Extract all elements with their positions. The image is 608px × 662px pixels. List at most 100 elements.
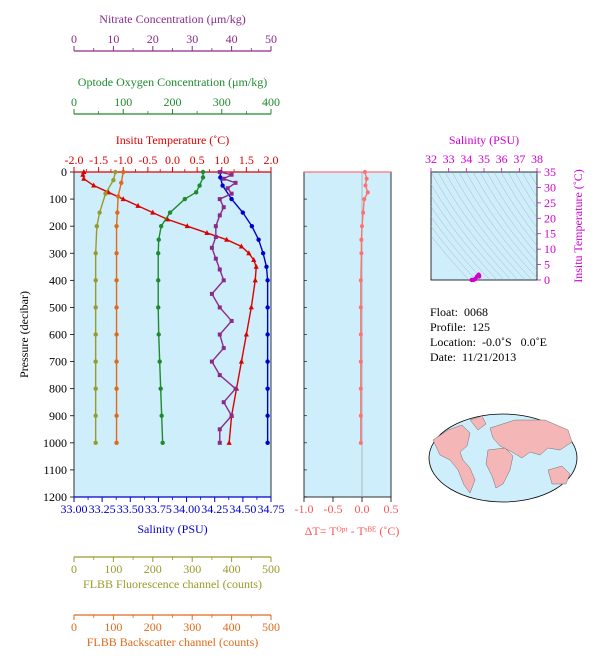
oxygen-point	[158, 386, 163, 391]
backscatter-tick-label: 0	[71, 620, 77, 634]
temperature-point	[81, 175, 87, 181]
temperature-tick-label: 0.0	[165, 153, 180, 167]
backscatter-tick-label: 200	[144, 620, 162, 634]
oxygen-point	[156, 305, 161, 310]
backscatter-point	[114, 332, 119, 337]
temperature-point	[226, 439, 232, 445]
density-contour	[500, 172, 537, 229]
backscatter-point	[114, 251, 119, 256]
fluorescence-tick-label: 500	[262, 562, 280, 576]
delta-point	[363, 183, 368, 188]
ts-temperature-tick-label: 25	[544, 196, 556, 210]
oxygen-point	[160, 440, 165, 446]
salinity-tick-label: 34.75	[258, 502, 285, 516]
delta-point	[359, 237, 364, 242]
ts-temperature-tick-label: 0	[544, 273, 550, 287]
map-land-africa	[485, 447, 514, 489]
nitrate-tick-label: 20	[147, 32, 159, 46]
oxygen-series-line	[157, 172, 204, 443]
fluorescence-point	[113, 169, 118, 175]
ts-plot-area	[430, 171, 538, 281]
salinity-point	[256, 237, 261, 242]
nitrate-point	[233, 386, 238, 391]
nitrate-point	[213, 224, 218, 229]
pressure-tick-label: 600	[49, 328, 67, 342]
nitrate-point	[217, 440, 222, 445]
temperature-point	[150, 209, 156, 215]
fluorescence-axis-title: FLBB Fluorescence channel (counts)	[83, 577, 262, 591]
backscatter-point	[119, 180, 124, 186]
nitrate-point	[217, 373, 222, 378]
nitrate-tick-label: 0	[71, 32, 77, 46]
salinity-tick-label: 33.25	[89, 502, 116, 516]
temperature-point	[252, 277, 258, 283]
delta-tick-label: 0.0	[355, 502, 370, 516]
delta-point	[361, 210, 366, 215]
oxygen-point	[156, 278, 161, 283]
main-plot-area	[73, 171, 272, 498]
density-contour	[431, 226, 477, 280]
nitrate-point	[217, 427, 222, 432]
density-contour	[431, 183, 505, 280]
pressure-tick-label: 300	[49, 246, 67, 260]
nitrate-point	[217, 305, 222, 310]
nitrate-point	[229, 172, 234, 177]
nitrate-tick-label: 50	[265, 32, 277, 46]
density-contour	[444, 172, 526, 280]
density-contour	[465, 172, 537, 271]
density-contour	[458, 172, 537, 279]
nitrate-point	[225, 186, 230, 191]
oxygen-axis-title: Optode Oxygen Concentration (μm/kg)	[78, 75, 267, 89]
fluorescence-tick-label: 0	[71, 562, 77, 576]
oxygen-tick-label: 200	[164, 95, 182, 109]
ts-point	[476, 274, 482, 279]
oxygen-tick-label: 100	[114, 95, 132, 109]
oxygen-point	[156, 251, 161, 256]
nitrate-point	[209, 291, 214, 296]
temperature-point	[248, 304, 254, 310]
backscatter-point	[114, 413, 119, 418]
nitrate-point	[221, 278, 226, 283]
fluorescence-tick-label: 400	[223, 562, 241, 576]
density-contour	[493, 172, 537, 238]
salinity-tick-label: 33.50	[117, 502, 144, 516]
delta-plot-area	[303, 171, 392, 498]
salinity-tick-label: 34.25	[201, 502, 228, 516]
fluorescence-point	[93, 386, 98, 391]
fluorescence-point	[93, 278, 98, 283]
ts-temperature-tick-label: 20	[544, 211, 556, 225]
pressure-tick-label: 0	[61, 165, 67, 179]
ts-salinity-tick-label: 33	[443, 152, 455, 166]
backscatter-point	[114, 305, 119, 310]
salinity-point	[265, 440, 270, 446]
ts-salinity-axis-title: Salinity (PSU)	[449, 133, 519, 147]
temperature-tick-label: -1.5	[89, 153, 108, 167]
temperature-point	[80, 171, 86, 177]
oxygen-point	[197, 183, 202, 188]
oxygen-tick-label: 0	[71, 95, 77, 109]
temperature-tick-label: -2.0	[65, 153, 84, 167]
density-contour	[521, 172, 537, 198]
date: Date: 11/21/2013	[430, 350, 517, 364]
backscatter-point	[114, 223, 119, 229]
temperature-point	[120, 196, 126, 202]
density-contour	[479, 172, 537, 255]
delta-point	[358, 440, 363, 445]
ts-temperature-tick-label: 30	[544, 180, 556, 194]
temperature-point	[238, 358, 245, 364]
density-contour	[431, 172, 512, 280]
density-contour	[451, 172, 533, 280]
pressure-tick-label: 500	[49, 300, 67, 314]
salinity-point	[265, 278, 270, 283]
density-contour	[514, 172, 537, 209]
temperature-point	[164, 216, 171, 222]
fluorescence-point	[93, 305, 98, 310]
oxygen-tick-label: 300	[213, 95, 231, 109]
temperature-point	[253, 263, 259, 269]
fluorescence-point	[93, 359, 98, 364]
nitrate-tick-label: 10	[107, 32, 119, 46]
delta-point	[358, 359, 363, 364]
nitrate-point	[217, 197, 222, 202]
pressure-tick-label: 100	[49, 192, 67, 206]
backscatter-point	[115, 194, 121, 199]
